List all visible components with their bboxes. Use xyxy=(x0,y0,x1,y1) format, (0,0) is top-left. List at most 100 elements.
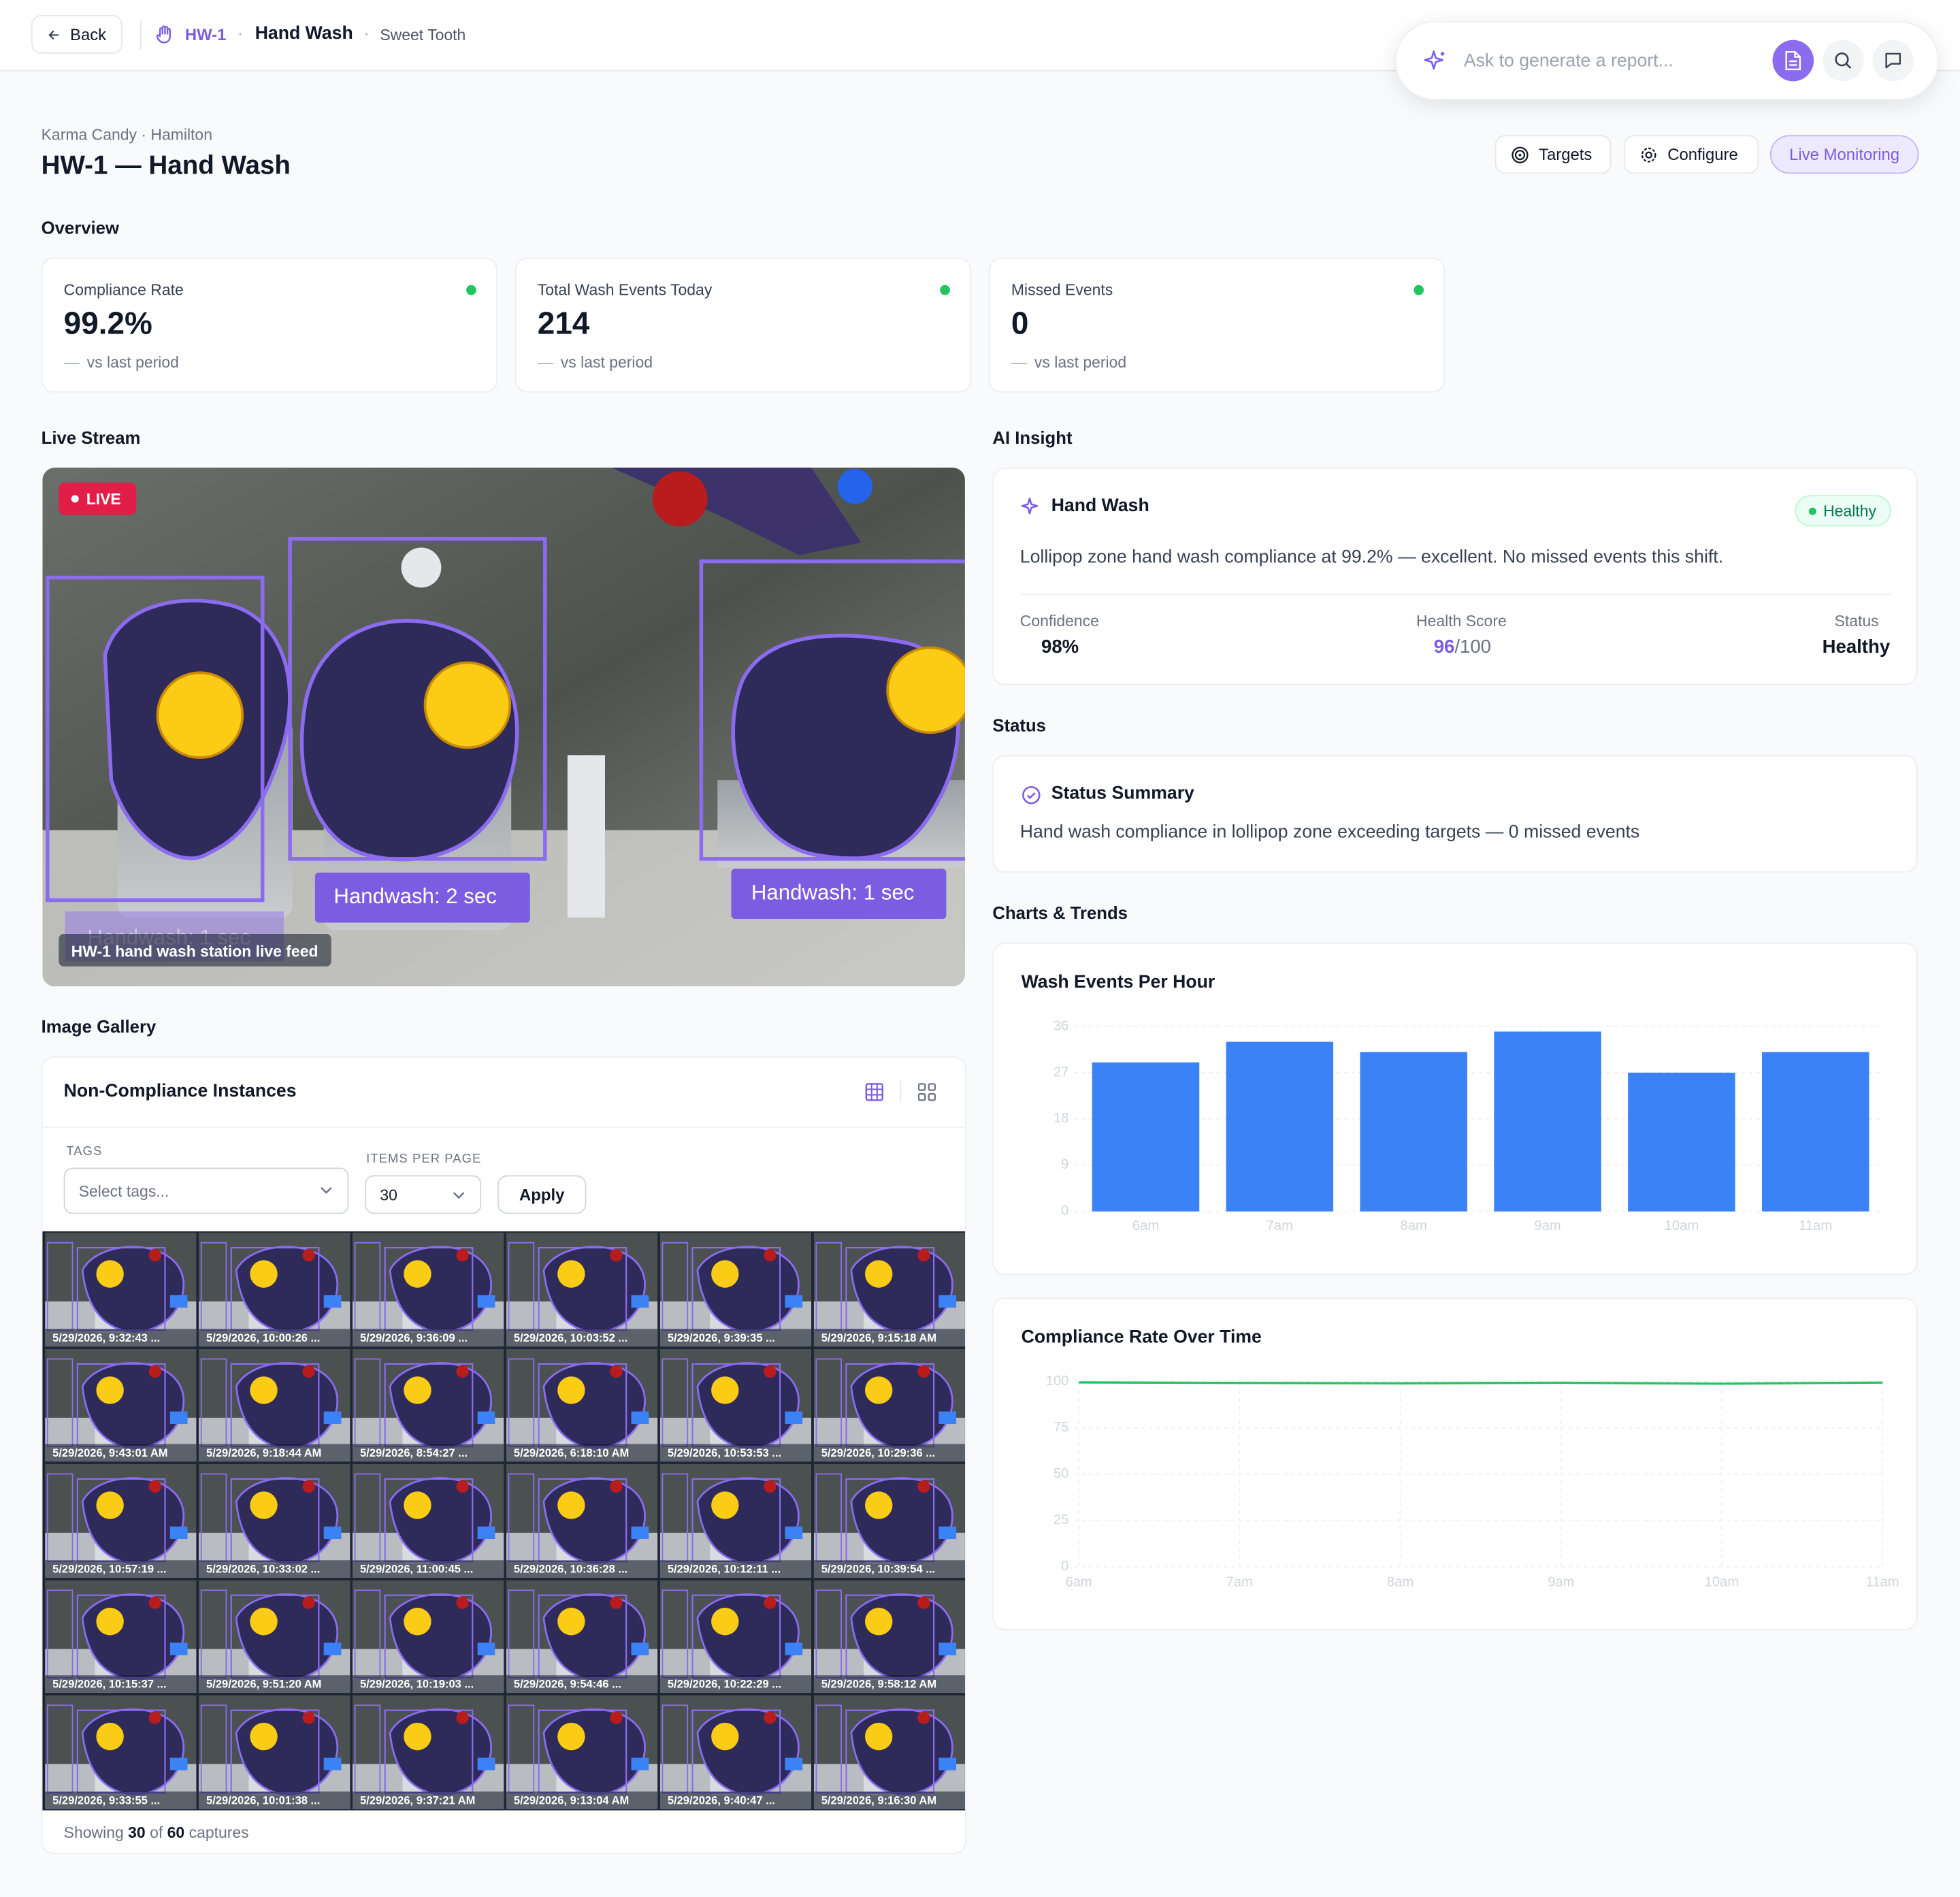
capture-timestamp: 5/29/2026, 9:13:04 AM xyxy=(506,1791,658,1809)
capture-thumbnail[interactable]: 5/29/2026, 10:19:03 ... xyxy=(351,1578,506,1695)
image-part xyxy=(785,1642,803,1655)
capture-thumbnail[interactable]: 5/29/2026, 9:16:30 AM xyxy=(812,1694,965,1811)
capture-thumbnail[interactable]: 5/29/2026, 10:00:26 ... xyxy=(197,1231,352,1348)
image-part xyxy=(764,1712,777,1725)
capture-image xyxy=(506,1696,658,1809)
capture-image xyxy=(352,1580,504,1693)
grid-view-toggle[interactable] xyxy=(917,1083,936,1102)
image-part xyxy=(456,1712,469,1725)
chat-button[interactable] xyxy=(1872,39,1914,82)
per-page-select[interactable]: 30 xyxy=(365,1175,482,1214)
image-part xyxy=(302,1712,315,1725)
capture-thumbnail[interactable]: 5/29/2026, 10:33:02 ... xyxy=(197,1463,352,1579)
capture-thumbnail[interactable]: 5/29/2026, 10:53:53 ... xyxy=(658,1347,813,1463)
table-view-toggle[interactable] xyxy=(865,1083,884,1102)
metric-value: Healthy xyxy=(1822,636,1891,658)
targets-button[interactable]: Targets xyxy=(1494,135,1612,174)
back-button[interactable]: Back xyxy=(31,15,123,54)
capture-thumbnail[interactable]: 5/29/2026, 9:18:44 AM xyxy=(197,1347,352,1463)
image-part xyxy=(456,1248,469,1262)
capture-thumbnail[interactable]: 5/29/2026, 10:15:37 ... xyxy=(44,1578,198,1695)
image-part xyxy=(302,1364,315,1378)
image-part xyxy=(711,1376,739,1404)
check-icon xyxy=(1022,785,1041,805)
targets-label: Targets xyxy=(1539,145,1592,164)
image-part xyxy=(610,1248,623,1262)
capture-thumbnail[interactable]: 5/29/2026, 9:15:18 AM xyxy=(812,1231,965,1348)
kpi-value: 0 xyxy=(1011,306,1029,342)
x-tick-label: 7am xyxy=(1226,1575,1253,1590)
health-score: 96 xyxy=(1433,636,1455,658)
capture-thumbnail[interactable]: 5/29/2026, 9:43:01 AM xyxy=(44,1347,198,1463)
capture-thumbnail[interactable]: 5/29/2026, 9:54:46 ... xyxy=(505,1578,659,1695)
capture-thumbnail[interactable]: 5/29/2026, 9:39:35 ... xyxy=(658,1231,813,1348)
capture-thumbnail[interactable]: 5/29/2026, 10:36:28 ... xyxy=(505,1463,659,1579)
capture-thumbnail[interactable]: 5/29/2026, 9:40:47 ... xyxy=(658,1694,813,1811)
capture-thumbnail[interactable]: 5/29/2026, 9:37:21 AM xyxy=(351,1694,506,1811)
search-button[interactable] xyxy=(1822,39,1864,82)
x-tick-label: 10am xyxy=(1705,1575,1739,1590)
kpi-delta: — xyxy=(537,353,553,372)
capture-timestamp: 5/29/2026, 10:19:03 ... xyxy=(352,1675,504,1693)
image-part xyxy=(404,1723,431,1751)
capture-thumbnail[interactable]: 5/29/2026, 8:54:27 ... xyxy=(351,1347,506,1463)
chart-card: Wash Events Per Hour 0 9 18 27 36 6am 7am 8am 9a… xyxy=(992,942,1918,1276)
image-part xyxy=(250,1723,278,1751)
capture-thumbnail[interactable]: 5/29/2026, 10:39:54 ... xyxy=(812,1463,965,1579)
live-monitoring-button[interactable]: Live Monitoring xyxy=(1769,135,1919,174)
page-title: HW-1 — Hand Wash xyxy=(41,151,291,180)
x-tick-label: 6am xyxy=(1065,1575,1092,1590)
live-stream[interactable]: Handwash: 1 sec Handwash: 2 sec Handwash… xyxy=(42,467,965,987)
capture-thumbnail[interactable]: 5/29/2026, 9:33:55 ... xyxy=(44,1694,198,1811)
capture-thumbnail[interactable]: 5/29/2026, 10:03:52 ... xyxy=(505,1231,659,1348)
image-part xyxy=(302,1248,315,1262)
capture-timestamp: 5/29/2026, 10:22:29 ... xyxy=(659,1675,812,1693)
image-part xyxy=(250,1260,278,1288)
kpi-note-text: vs last period xyxy=(86,353,179,372)
chart-card: Compliance Rate Over Time 0 25 50 75 100 6am 7… xyxy=(992,1297,1918,1631)
capture-image xyxy=(506,1464,658,1578)
kpi-card: Compliance Rate 99.2% — vs last period xyxy=(41,257,498,393)
image-part xyxy=(711,1260,739,1288)
capture-thumbnail[interactable]: 5/29/2026, 11:00:45 ... xyxy=(351,1463,506,1579)
tags-select[interactable]: Select tags... xyxy=(63,1167,349,1214)
capture-thumbnail[interactable]: 5/29/2026, 9:51:20 AM xyxy=(197,1578,352,1695)
y-tick-label: 25 xyxy=(1054,1512,1068,1527)
capture-thumbnail[interactable]: 5/29/2026, 9:13:04 AM xyxy=(505,1694,659,1811)
image-part xyxy=(404,1491,431,1519)
image-part xyxy=(302,1480,315,1493)
station-name: Hand Wash xyxy=(255,23,353,44)
image-part xyxy=(250,1491,278,1519)
image-part xyxy=(96,1607,124,1636)
chevron xyxy=(321,1187,332,1194)
separator: · xyxy=(363,23,370,43)
capture-thumbnail[interactable]: 5/29/2026, 10:12:11 ... xyxy=(658,1463,813,1579)
image-part xyxy=(711,1491,739,1519)
kpi-value: 214 xyxy=(537,306,590,342)
capture-image xyxy=(659,1233,812,1346)
configure-button[interactable]: Configure xyxy=(1623,135,1759,174)
capture-thumbnail[interactable]: 5/29/2026, 9:32:43 ... xyxy=(44,1231,198,1348)
ask-placeholder[interactable]: Ask to generate a report... xyxy=(1463,51,1673,71)
capture-thumbnail[interactable]: 5/29/2026, 10:22:29 ... xyxy=(658,1578,813,1695)
tags-placeholder: Select tags... xyxy=(78,1182,169,1200)
capture-timestamp: 5/29/2026, 9:43:01 AM xyxy=(45,1444,197,1462)
image-part xyxy=(938,1410,957,1424)
y-tick-label: 0 xyxy=(1061,1559,1068,1574)
apply-button[interactable]: Apply xyxy=(497,1175,587,1214)
capture-thumbnail[interactable]: 5/29/2026, 9:58:12 AM xyxy=(812,1578,965,1695)
section-heading: Charts & Trends xyxy=(992,903,1128,923)
total-count: 60 xyxy=(167,1823,185,1842)
capture-thumbnail[interactable]: 5/29/2026, 6:18:10 AM xyxy=(505,1347,659,1463)
kpi-label: Compliance Rate xyxy=(63,281,184,299)
capture-timestamp: 5/29/2026, 10:00:26 ... xyxy=(199,1328,350,1346)
capture-image xyxy=(199,1233,350,1346)
capture-timestamp: 5/29/2026, 10:15:37 ... xyxy=(45,1675,197,1693)
report-button[interactable] xyxy=(1772,39,1814,82)
capture-thumbnail[interactable]: 5/29/2026, 10:01:38 ... xyxy=(197,1694,352,1811)
capture-thumbnail[interactable]: 5/29/2026, 9:36:09 ... xyxy=(351,1231,506,1348)
capture-thumbnail[interactable]: 5/29/2026, 10:57:19 ... xyxy=(44,1463,198,1579)
capture-thumbnail[interactable]: 5/29/2026, 10:29:36 ... xyxy=(812,1347,965,1463)
ask-bar[interactable]: Ask to generate a report... xyxy=(1394,21,1939,100)
